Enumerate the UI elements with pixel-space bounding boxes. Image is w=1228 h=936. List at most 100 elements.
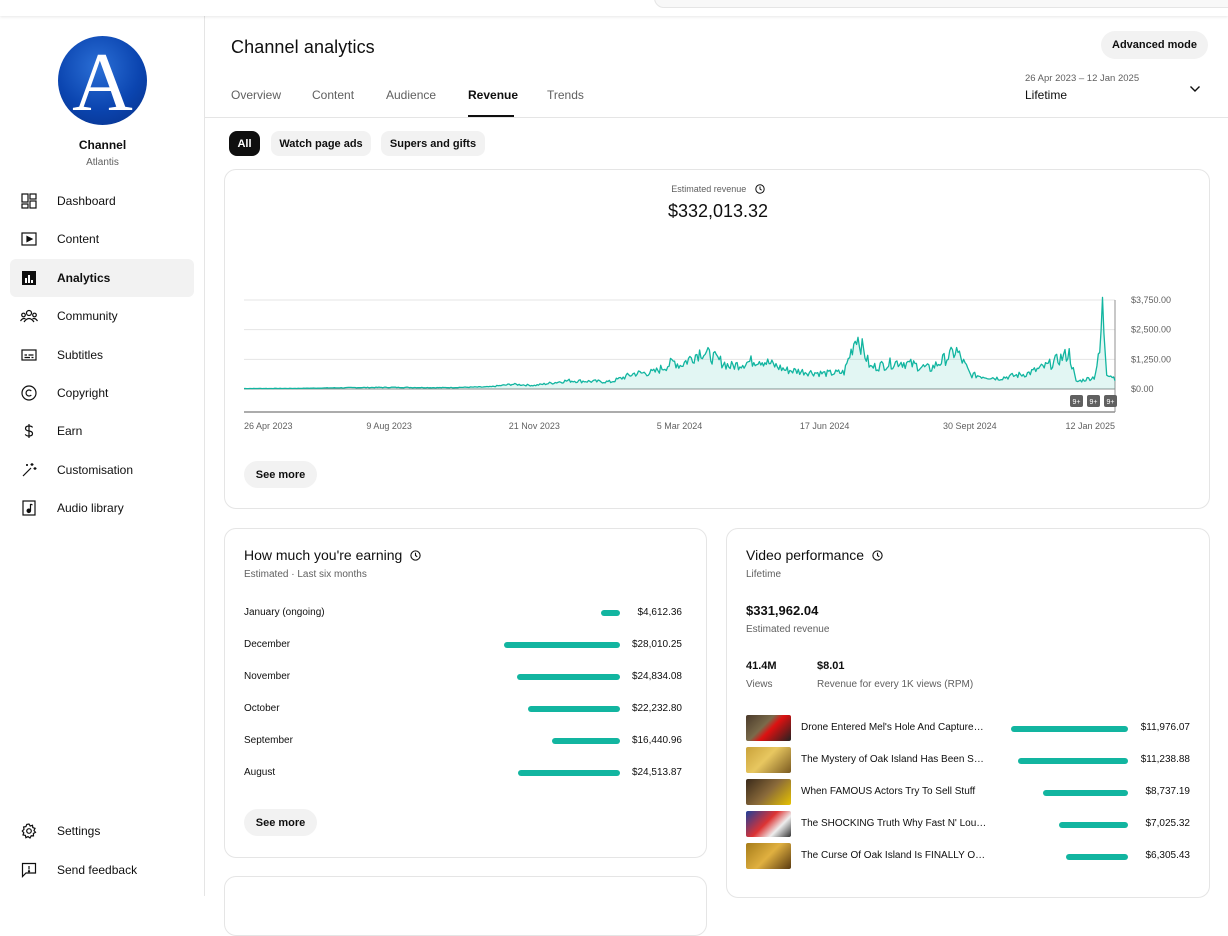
video-thumbnail[interactable] [746, 715, 791, 741]
sidebar-item-label: Earn [57, 424, 83, 438]
video-revenue-bar [1059, 822, 1128, 828]
chip-all[interactable]: All [229, 131, 260, 156]
earning-value: $28,010.25 [631, 639, 682, 650]
earning-row: December $28,010.25 [244, 636, 682, 656]
tab-content[interactable]: Content [312, 88, 355, 102]
video-title[interactable]: The SHOCKING Truth Why Fast N' Loud Was … [801, 818, 989, 829]
earning-bar [551, 738, 620, 744]
svg-text:9+: 9+ [1107, 399, 1115, 406]
top-bar [0, 0, 1228, 16]
earning-month: December [244, 639, 291, 650]
chip-supers-and-gifts[interactable]: Supers and gifts [381, 131, 485, 156]
search-bar[interactable] [654, 0, 1228, 8]
channel-subtitle: Atlantis [86, 157, 119, 168]
sidebar-item-send-feedback[interactable]: Send feedback [10, 851, 194, 889]
video-performance-subtitle: Lifetime [746, 569, 782, 580]
channel-avatar[interactable]: A [58, 36, 147, 125]
revenue-chart-card: Estimated revenue $332,013.32 $0.00 $1,25… [224, 169, 1210, 509]
x-tick-label: 12 Jan 2025 [1065, 421, 1115, 431]
earning-card-subtitle: Estimated · Last six months [244, 569, 367, 580]
chip-watch-page-ads[interactable]: Watch page ads [271, 131, 371, 156]
sidebar-item-label: Subtitles [57, 348, 104, 362]
earning-month: September [244, 735, 293, 746]
date-period-label[interactable]: Lifetime [1025, 88, 1068, 102]
feedback-icon [20, 861, 38, 879]
video-row[interactable]: The Curse Of Oak Island Is FINALLY Over $… [746, 843, 1190, 871]
video-title[interactable]: The Mystery of Oak Island Has Been Solve… [801, 754, 989, 765]
revenue-area [244, 297, 1115, 389]
next-card [224, 876, 707, 936]
sidebar-item-label: Community [57, 309, 118, 323]
earning-month: November [244, 671, 291, 682]
video-thumbnail[interactable] [746, 843, 791, 869]
video-thumbnail[interactable] [746, 811, 791, 837]
tab-trends[interactable]: Trends [547, 88, 584, 102]
sidebar: A Channel Atlantis Dashboard Content Ana… [0, 16, 205, 896]
sidebar-item-community[interactable]: Community [10, 297, 194, 335]
earning-month: October [244, 703, 280, 714]
sidebar-item-label: Settings [57, 824, 101, 838]
earning-row: January (ongoing) $4,612.36 [244, 604, 682, 624]
tab-audience[interactable]: Audience [386, 88, 437, 102]
sidebar-item-copyright[interactable]: Copyright [10, 374, 194, 412]
revenue-line [244, 296, 1116, 390]
sidebar-item-customisation[interactable]: Customisation [10, 451, 194, 489]
sidebar-item-audio-library[interactable]: Audio library [10, 489, 194, 527]
tab-revenue[interactable]: Revenue [468, 88, 519, 102]
video-title[interactable]: The Curse Of Oak Island Is FINALLY Over [801, 850, 989, 861]
sidebar-item-label: Send feedback [57, 863, 138, 877]
earn-icon [20, 422, 38, 440]
video-performance-card: Video performance Lifetime $331,962.04 E… [726, 528, 1210, 898]
earning-row: November $24,834.08 [244, 668, 682, 688]
video-performance-title: Video performance [746, 547, 883, 563]
see-more-button[interactable]: See more [244, 809, 317, 836]
page-title: Channel analytics [231, 37, 375, 57]
date-range[interactable]: 26 Apr 2023 – 12 Jan 2025 [1025, 73, 1140, 84]
estimated-revenue-value: $332,013.32 [667, 201, 769, 221]
content-icon [20, 230, 38, 248]
earning-value: $24,513.87 [631, 767, 682, 778]
video-revenue-value: $8,737.19 [1145, 786, 1191, 797]
earning-value: $4,612.36 [637, 607, 683, 618]
y-tick-label: $3,750.00 [1131, 295, 1171, 305]
earning-card: How much you're earning Estimated · Last… [224, 528, 707, 858]
video-revenue-bar [1042, 790, 1128, 796]
video-title[interactable]: Drone Entered Mel's Hole And Captured So… [801, 722, 989, 733]
settings-icon [20, 822, 38, 840]
advanced-mode-button[interactable]: Advanced mode [1101, 31, 1208, 59]
video-row[interactable]: When FAMOUS Actors Try To Sell Stuff $8,7… [746, 779, 1190, 807]
audio-library-icon [20, 499, 38, 517]
video-title[interactable]: When FAMOUS Actors Try To Sell Stuff [801, 786, 976, 797]
sidebar-item-label: Copyright [57, 386, 109, 400]
video-row[interactable]: The Mystery of Oak Island Has Been Solve… [746, 747, 1190, 775]
event-badge: 9+ [1070, 395, 1083, 407]
revenue-line-chart: $0.00 $1,250.00 $2,500.00 $3,750.00 26 Apr 2… [244, 295, 1171, 431]
sidebar-item-analytics[interactable]: Analytics [10, 259, 194, 297]
video-thumbnail[interactable] [746, 747, 791, 773]
rpm-label: Revenue for every 1K views (RPM) [817, 679, 974, 690]
svg-text:9+: 9+ [1090, 399, 1098, 406]
earning-month: January (ongoing) [244, 607, 325, 618]
earning-value: $24,834.08 [631, 671, 682, 682]
earning-bar [518, 770, 620, 776]
video-revenue-value: $11,976.07 [1140, 722, 1190, 733]
video-revenue-value: $7,025.32 [1145, 818, 1191, 829]
customisation-icon [20, 461, 38, 479]
sidebar-item-label: Analytics [57, 271, 111, 285]
earning-row: September $16,440.96 [244, 732, 682, 752]
sidebar-item-earn[interactable]: Earn [10, 412, 194, 450]
x-tick-label: 21 Nov 2023 [509, 421, 560, 431]
y-tick-label: $0.00 [1131, 384, 1154, 394]
video-thumbnail[interactable] [746, 779, 791, 805]
sidebar-item-settings[interactable]: Settings [10, 812, 194, 850]
sidebar-item-content[interactable]: Content [10, 220, 194, 258]
video-row[interactable]: The SHOCKING Truth Why Fast N' Loud Was … [746, 811, 1190, 839]
chevron-down-icon[interactable] [1188, 82, 1202, 101]
sidebar-item-dashboard[interactable]: Dashboard [10, 182, 194, 220]
sidebar-item-subtitles[interactable]: Subtitles [10, 336, 194, 374]
sidebar-item-label: Customisation [57, 463, 134, 477]
tab-overview[interactable]: Overview [231, 88, 282, 102]
see-more-button[interactable]: See more [244, 461, 317, 488]
video-row[interactable]: Drone Entered Mel's Hole And Captured So… [746, 715, 1190, 743]
clock-icon [755, 184, 765, 194]
